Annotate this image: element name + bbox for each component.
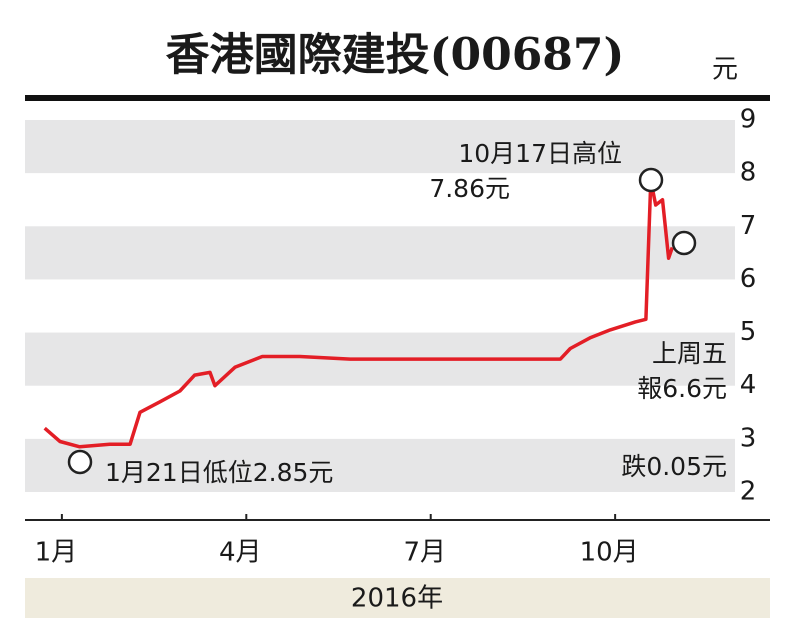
high-marker xyxy=(638,167,664,193)
annotation: 10月17日高位 xyxy=(458,139,622,168)
grid-band xyxy=(25,438,735,492)
y-tick-label: 2 xyxy=(740,477,757,507)
annotation: 報6.6元 xyxy=(637,374,727,403)
last-marker xyxy=(671,230,697,256)
x-axis-label: 2016年 xyxy=(351,584,443,614)
unit-label: 元 xyxy=(712,55,738,85)
grid-band xyxy=(25,120,735,174)
chart-title: 香港國際建投(00687) xyxy=(166,30,625,81)
annotation: 7.86元 xyxy=(429,174,510,203)
x-tick-label: 10月 xyxy=(580,538,639,568)
y-tick-label: 8 xyxy=(740,158,757,188)
x-tick-label: 7月 xyxy=(403,538,446,568)
x-tick-label: 1月 xyxy=(35,538,78,568)
y-tick-label: 5 xyxy=(740,317,757,347)
annotation: 上周五 xyxy=(652,339,727,368)
x-label-band xyxy=(25,578,770,618)
price-line xyxy=(43,178,674,449)
plot-area: 2 3 4 5 6 7 8 9 1月 4月 7月 10月 xyxy=(25,105,770,568)
y-tick-label: 9 xyxy=(740,105,757,135)
annotation: 1月21日低位2.85元 xyxy=(105,458,333,487)
y-tick-label: 6 xyxy=(740,264,757,294)
grid-band xyxy=(25,226,735,280)
y-tick-label: 3 xyxy=(740,423,757,453)
x-tick-label: 4月 xyxy=(219,538,262,568)
title-rule xyxy=(25,95,770,101)
low-marker xyxy=(67,449,93,475)
y-tick-label: 7 xyxy=(740,211,757,241)
y-tick-label: 4 xyxy=(740,370,757,400)
annotation: 跌0.05元 xyxy=(621,452,727,481)
